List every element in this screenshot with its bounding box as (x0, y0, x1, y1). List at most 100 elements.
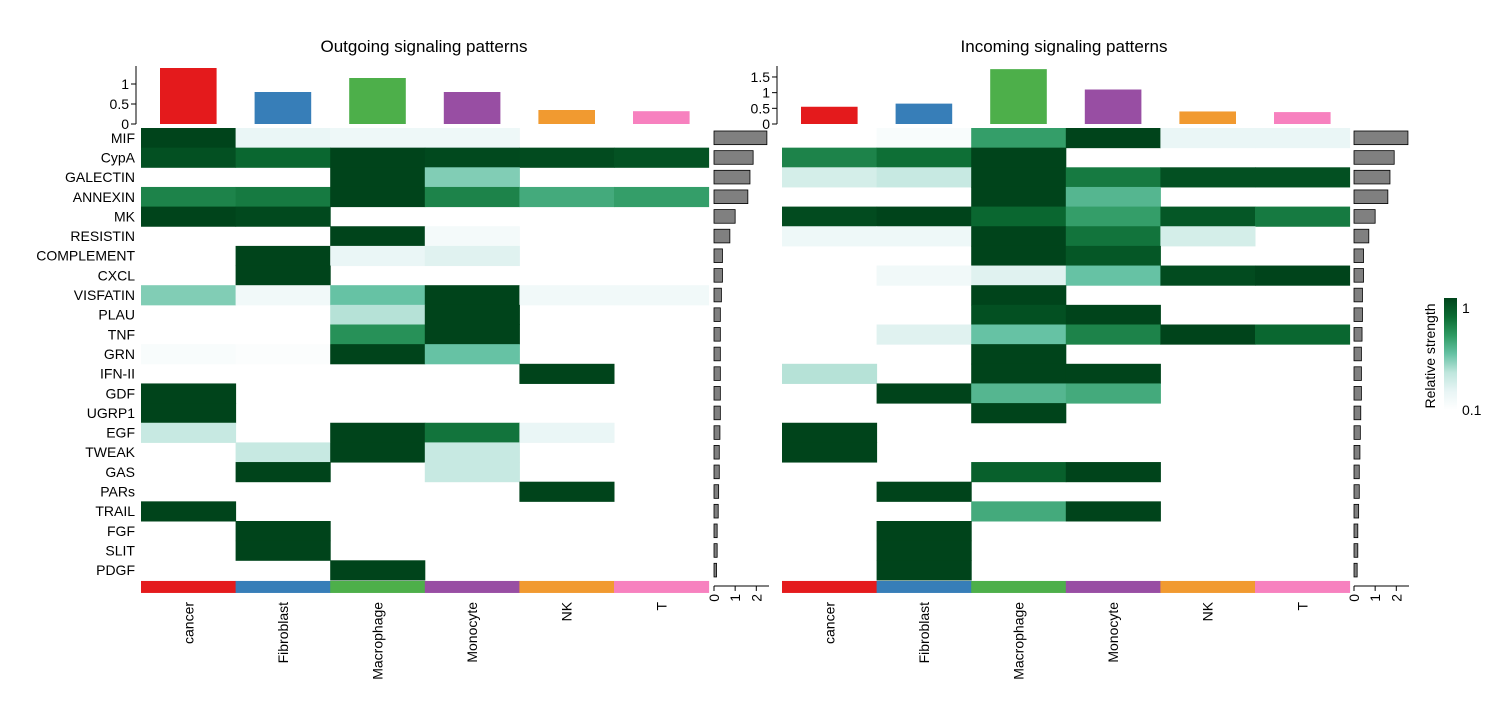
cell-type-annotation (1255, 580, 1351, 593)
heatmap-cell (971, 206, 1067, 227)
heatmap-cell (141, 147, 237, 168)
heatmap-cell (1160, 265, 1256, 286)
row-axis-tick-label: 2 (1388, 594, 1404, 602)
column-total-bar (1179, 111, 1236, 124)
heatmap-cell (1255, 265, 1351, 286)
heatmap-cell (971, 226, 1067, 247)
cell-type-annotation (876, 580, 972, 593)
heatmap-cell (235, 186, 331, 208)
row-total-bar (713, 484, 720, 499)
heatmap-cell (971, 344, 1067, 365)
heatmap-cell (1255, 324, 1351, 345)
row-total-bar (713, 327, 721, 342)
heatmap-cell (519, 285, 615, 306)
row-total-bar (713, 248, 723, 263)
row-axis-tick-label: 1 (727, 594, 743, 602)
row-label: GAS (105, 464, 135, 480)
row-label: MIF (111, 130, 135, 146)
heatmap-cell (971, 324, 1067, 345)
row-total-bar (1353, 366, 1362, 381)
row-axis-tick-label: 2 (748, 594, 764, 602)
heatmap-cell (782, 226, 878, 247)
heatmap-cell (424, 324, 520, 345)
heatmap-cell (876, 206, 972, 227)
column-label: Fibroblast (275, 602, 291, 664)
heatmap-cell (519, 363, 615, 384)
row-label: TNF (108, 326, 135, 342)
column-total-bar (349, 78, 406, 124)
heatmap-cell (141, 422, 237, 443)
row-label: TWEAK (85, 444, 135, 460)
column-label: Monocyte (1105, 602, 1121, 663)
row-total-bar (1353, 307, 1363, 322)
heatmap-cell (971, 265, 1067, 286)
incoming-panel: Incoming signaling patterns00.511.5cance… (751, 37, 1409, 680)
heatmap-cell (330, 344, 426, 365)
heatmap-cell (1065, 324, 1161, 345)
heatmap-cell (1255, 167, 1351, 188)
row-total-bar (713, 503, 719, 519)
heatmap-cell (330, 422, 426, 443)
heatmap-cell (235, 462, 331, 483)
legend-max-label: 1 (1462, 300, 1470, 316)
row-label: ANNEXIN (73, 189, 135, 205)
heatmap-cell (141, 285, 237, 306)
column-total-bar (1274, 112, 1331, 124)
heatmap-cell (1255, 128, 1351, 149)
heatmap-cell (330, 285, 426, 306)
column-total-bar (160, 68, 217, 124)
panel-title: Outgoing signaling patterns (321, 37, 528, 56)
row-total-bar (713, 366, 721, 381)
row-total-bar (713, 209, 736, 224)
row-label: MK (114, 208, 136, 224)
row-axis-tick-label: 0 (706, 594, 722, 602)
heatmap-cell (1065, 128, 1161, 149)
row-total-bar (1353, 327, 1363, 342)
row-total-bar (1353, 346, 1362, 362)
cell-type-annotation (235, 580, 331, 593)
heatmap-cell (876, 265, 972, 286)
row-total-bar (1353, 248, 1364, 263)
heatmap-cell (1065, 383, 1161, 404)
heatmap-cell (330, 304, 426, 325)
row-total-bar (713, 543, 718, 558)
relative-strength-legend: 1 0.1 Relative strength (1422, 298, 1482, 418)
cell-type-annotation (782, 580, 878, 593)
heatmap-cell (424, 442, 520, 463)
column-total-bar (1084, 89, 1142, 124)
heatmap-cell (141, 206, 237, 227)
heatmap-cell (235, 206, 331, 227)
column-total-bar (254, 92, 312, 124)
heatmap-cell (782, 206, 878, 227)
row-label: EGF (106, 425, 135, 441)
heatmap-cell (1065, 167, 1161, 188)
column-label: Macrophage (370, 602, 386, 680)
heatmap-cell (971, 186, 1067, 208)
row-label: IFN-II (100, 366, 135, 382)
heatmap-cell (1065, 501, 1161, 522)
row-total-bar (1353, 209, 1376, 224)
heatmap-cell (876, 540, 972, 561)
heatmap-cell (424, 422, 520, 443)
column-label: cancer (180, 602, 196, 644)
cell-type-annotation (424, 580, 520, 593)
heatmap-cell (235, 540, 331, 561)
heatmap-cell (1160, 167, 1256, 188)
column-axis-tick-label: 0 (121, 116, 129, 132)
cell-type-annotation (1065, 580, 1161, 593)
heatmap-cell (519, 186, 615, 208)
heatmap-cell (782, 363, 878, 384)
row-total-bar (713, 287, 722, 303)
heatmap-cell (519, 147, 615, 168)
heatmap-cell (971, 383, 1067, 404)
row-total-bar (1353, 543, 1359, 558)
cell-type-annotation (141, 580, 237, 593)
column-axis-tick-label: 1 (121, 76, 129, 92)
heatmap-cell (971, 304, 1067, 325)
heatmap-cell (971, 501, 1067, 522)
heatmap-cell (235, 285, 331, 306)
row-total-bar (1353, 484, 1360, 499)
column-axis-tick-label: 0.5 (110, 96, 130, 112)
heatmap-cell (971, 285, 1067, 306)
row-total-bar (1353, 169, 1391, 185)
